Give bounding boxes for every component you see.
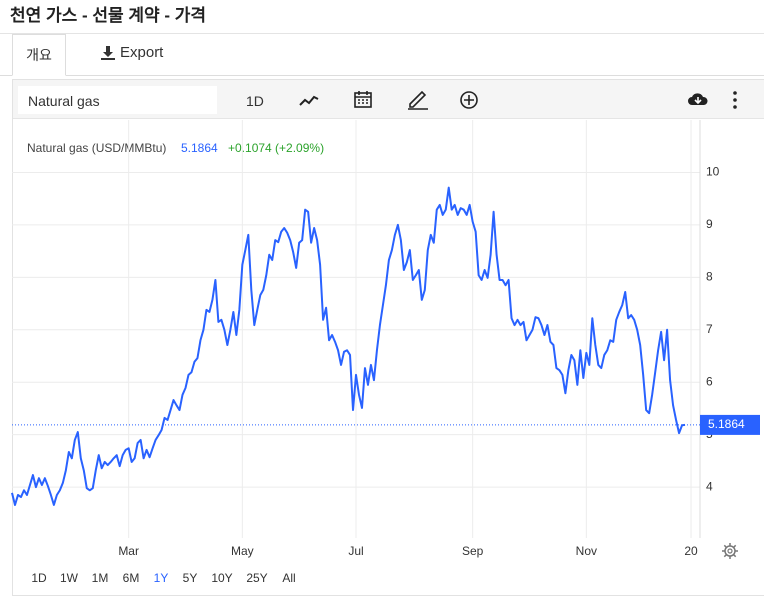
y-tick-label: 10 [706, 165, 720, 179]
range-button[interactable]: 10Y [211, 571, 232, 585]
calendar-icon[interactable] [353, 89, 373, 109]
range-button[interactable]: 1M [92, 571, 109, 585]
page-title: 천연 가스 - 선물 계약 - 가격 [10, 6, 207, 25]
range-button[interactable]: 1Y [154, 571, 169, 585]
settings-icon[interactable] [720, 541, 740, 561]
x-tick-label: 20 [684, 544, 698, 558]
range-button[interactable]: 5Y [183, 571, 198, 585]
chart-type-icon[interactable] [298, 90, 320, 110]
draw-icon[interactable] [406, 88, 430, 110]
grid [12, 120, 700, 538]
range-button[interactable]: 1W [60, 571, 79, 585]
tab[interactable]: 개요 [12, 34, 66, 76]
y-tick-label: 6 [706, 374, 713, 388]
range-button[interactable]: 25Y [246, 571, 267, 585]
symbol-input[interactable]: Natural gas [18, 86, 217, 114]
price-line [11, 186, 686, 506]
interval-button[interactable]: 1D [246, 93, 264, 109]
tab[interactable]: Export [120, 44, 164, 61]
cloud-download-icon[interactable] [687, 90, 709, 108]
x-tick-label: Sep [462, 544, 484, 558]
download-icon [101, 46, 115, 60]
legend-last-value: 5.1864 [181, 141, 218, 155]
legend-change: +0.1074 (+2.09%) [228, 141, 324, 155]
range-button[interactable]: 1D [31, 571, 47, 585]
legend-name: Natural gas (USD/MMBtu) [27, 141, 166, 155]
x-tick-label: Mar [118, 544, 139, 558]
y-tick-label: 8 [706, 270, 713, 284]
x-tick-label: Nov [576, 544, 597, 558]
menu-icon[interactable] [730, 90, 740, 110]
divider [0, 33, 764, 34]
x-tick-label: Jul [348, 544, 363, 558]
range-button[interactable]: 6M [123, 571, 140, 585]
y-tick-label: 9 [706, 217, 713, 231]
y-tick-label: 4 [706, 479, 713, 493]
y-tick-label: 7 [706, 322, 713, 336]
add-icon[interactable] [458, 89, 480, 111]
range-button[interactable]: All [282, 571, 295, 585]
last-price-tag [700, 414, 760, 435]
x-tick-label: May [231, 544, 254, 558]
divider [0, 75, 764, 76]
last-price-label: 5.1864 [708, 417, 745, 431]
